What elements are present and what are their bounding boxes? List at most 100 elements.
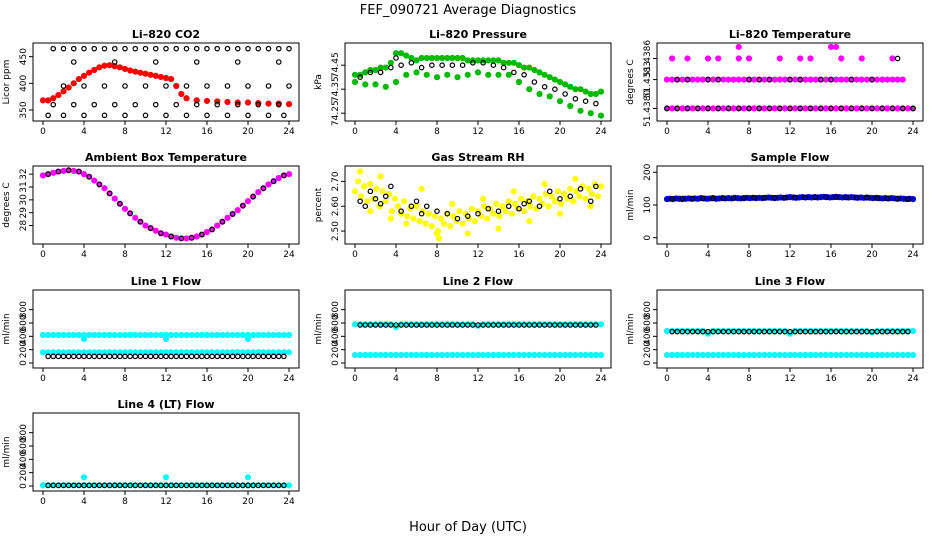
data-point [152, 482, 159, 489]
x-tick-label: 16 [825, 374, 837, 384]
data-point [471, 218, 479, 225]
x-tick-label: 16 [201, 127, 213, 137]
data-point [382, 351, 389, 359]
x-tick-label: 24 [283, 374, 295, 384]
data-point [209, 482, 215, 489]
data-point [429, 62, 435, 68]
data-point [255, 45, 262, 52]
data-point [879, 328, 886, 335]
data-point [879, 76, 886, 83]
data-point [173, 101, 180, 108]
data-point [162, 474, 170, 481]
data-point [495, 351, 502, 359]
x-tick-label: 4 [393, 127, 399, 137]
data-point [531, 351, 538, 359]
data-point [587, 198, 594, 205]
data-point [286, 83, 292, 89]
data-point [556, 351, 564, 359]
data-point [351, 321, 359, 328]
data-point [60, 88, 67, 95]
data-point [163, 83, 169, 89]
y-tick-label: 0 [643, 235, 653, 241]
data-point [439, 351, 446, 359]
data-point [152, 101, 159, 108]
data-point [168, 353, 174, 360]
data-point [720, 195, 727, 201]
data-point [894, 351, 901, 359]
data-point [669, 105, 676, 112]
data-point [96, 353, 103, 360]
data-point [531, 66, 538, 74]
data-point [275, 331, 282, 339]
data-point [398, 322, 404, 328]
data-point [372, 195, 379, 202]
data-point [720, 76, 727, 83]
data-point [418, 64, 425, 71]
data-point [188, 353, 195, 360]
data-point [735, 351, 742, 359]
panel-1: Li–820 CO2 0 4 8 12 16 20 24 350 400 450 Licor ppm [2, 28, 300, 137]
data-point [163, 112, 169, 119]
x-tick-label: 12 [784, 127, 795, 137]
data-point [86, 69, 93, 76]
series-3 [45, 482, 287, 489]
data-point [766, 351, 773, 359]
series-2 [80, 474, 252, 481]
data-point [39, 331, 47, 339]
data-point [234, 101, 241, 108]
data-point [101, 482, 108, 489]
data-point [526, 198, 533, 205]
data-point [398, 208, 404, 215]
data-point [541, 84, 548, 90]
data-point [382, 198, 389, 205]
y-tick-label: 51.4380 [643, 90, 653, 127]
data-point [204, 112, 210, 119]
data-point [720, 105, 727, 112]
data-point [500, 351, 507, 359]
series-5 [664, 105, 916, 112]
data-point [761, 105, 768, 112]
data-point [188, 234, 195, 241]
data-point [833, 105, 840, 112]
data-point [372, 322, 379, 328]
panel-title: Gas Stream RH [431, 151, 524, 164]
data-point [45, 482, 51, 489]
data-point [464, 213, 471, 219]
data-point [403, 52, 410, 59]
data-point [173, 234, 180, 241]
data-point [157, 73, 164, 81]
data-point [828, 328, 834, 335]
data-point [587, 351, 594, 359]
data-point [265, 83, 272, 89]
data-point [541, 71, 548, 78]
data-point [285, 482, 293, 489]
data-point [423, 71, 430, 78]
y-axis-label: Licor ppm [2, 60, 12, 105]
series-3 [669, 328, 911, 335]
data-point [787, 76, 793, 83]
data-point [570, 198, 577, 205]
data-point [408, 59, 415, 66]
data-point [413, 351, 420, 359]
data-point [137, 69, 144, 76]
data-point [398, 62, 404, 68]
data-point [122, 45, 128, 52]
data-point [475, 210, 481, 217]
y-tick-label: 2.50 [331, 221, 341, 241]
data-point [869, 76, 875, 83]
x-tick-label: 12 [784, 374, 795, 384]
data-point [797, 328, 804, 335]
data-point [863, 76, 870, 83]
data-point [449, 322, 456, 328]
x-tick-label: 0 [352, 127, 358, 137]
data-point [792, 105, 799, 112]
data-point [905, 328, 911, 335]
data-point [496, 213, 503, 220]
x-tick-label: 16 [201, 497, 213, 507]
data-point [679, 328, 686, 335]
x-tick-label: 24 [595, 127, 607, 137]
data-point [464, 351, 471, 359]
data-point [567, 322, 574, 328]
data-point [542, 190, 549, 197]
